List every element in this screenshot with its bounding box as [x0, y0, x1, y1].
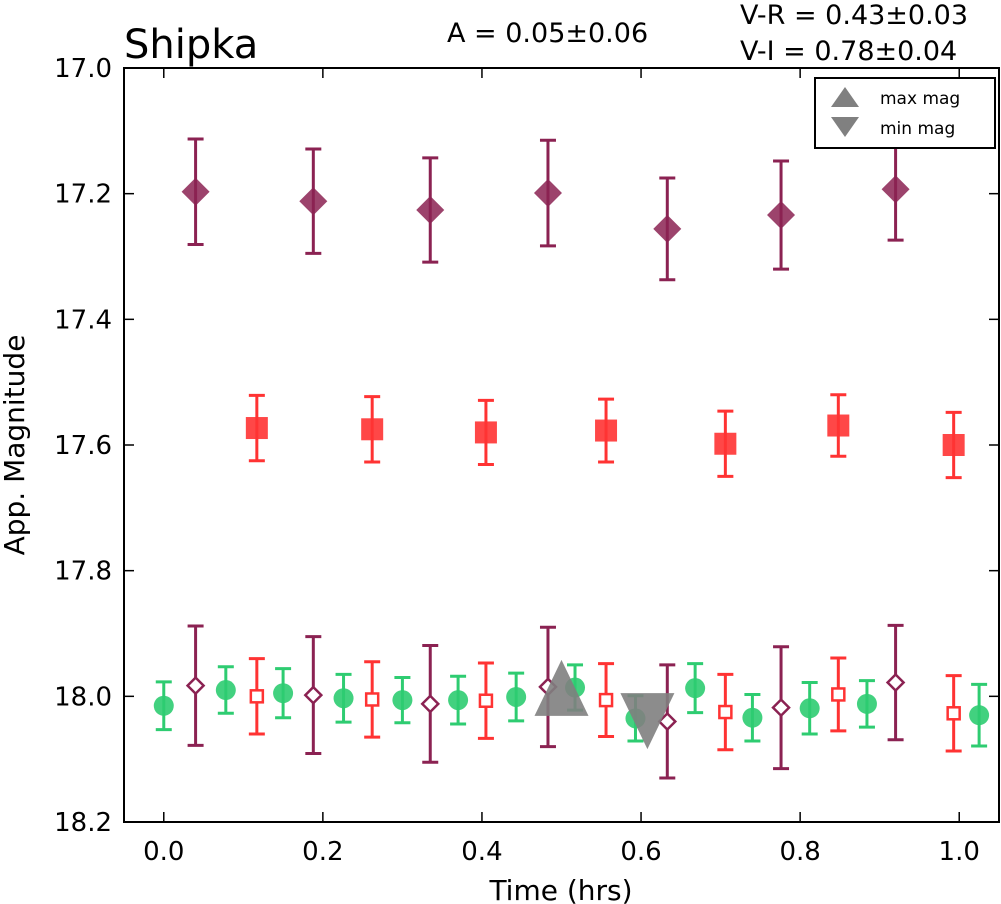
circle-marker [506, 686, 527, 707]
diamond-marker [299, 187, 328, 216]
diamond-marker [767, 201, 796, 230]
square-marker [714, 432, 737, 455]
circle-marker [153, 695, 174, 716]
square-marker [595, 419, 618, 442]
diamond-marker [416, 196, 445, 225]
min-mag-marker [620, 693, 675, 750]
diamond-marker [533, 179, 562, 208]
open-diamond-marker [771, 697, 791, 718]
circle-marker [742, 707, 763, 728]
circle-marker [392, 690, 413, 711]
circle-marker [273, 683, 294, 704]
open-square-marker [364, 692, 380, 707]
circle-marker [856, 693, 877, 714]
x-tick-label: 0.4 [461, 837, 502, 867]
v-r-annotation: V-R = 0.43±0.03 [740, 0, 968, 31]
circle-marker [215, 680, 236, 701]
open-square-marker [249, 689, 265, 704]
legend-min-mag-label: min mag [880, 119, 955, 139]
circle-marker [969, 705, 990, 726]
square-marker [827, 414, 850, 437]
plot-frame [123, 67, 1000, 823]
data-series [153, 662, 990, 748]
square-marker [474, 421, 497, 444]
diamond-marker [653, 214, 682, 243]
open-diamond-marker [303, 685, 324, 705]
x-tick-label: 0.8 [779, 837, 820, 867]
diamond-marker [181, 177, 210, 206]
open-diamond-marker [185, 675, 206, 696]
open-square-marker [598, 692, 614, 708]
open-diamond-marker [420, 694, 441, 714]
plot-marks [153, 136, 990, 780]
y-axis-label: App. Magnitude [0, 335, 31, 556]
x-tick-label: 0.2 [302, 837, 343, 867]
y-tick-label: 18.2 [54, 808, 112, 838]
open-square-marker [831, 687, 846, 702]
chart-title: Shipka [124, 22, 258, 68]
open-square-marker [478, 693, 494, 708]
x-tick-label: 1.0 [939, 837, 980, 867]
y-tick-label: 17.2 [54, 180, 112, 210]
data-series [185, 623, 906, 780]
open-square-marker [946, 706, 961, 721]
open-diamond-marker [885, 672, 906, 693]
square-marker [361, 418, 384, 441]
open-square-marker [718, 704, 733, 720]
legend-max-mag-label: max mag [880, 89, 960, 109]
circle-marker [333, 688, 354, 709]
y-tick-label: 17.0 [54, 54, 112, 84]
y-tick-label: 18.0 [54, 682, 112, 712]
diamond-marker [881, 175, 910, 204]
circle-marker [685, 678, 706, 699]
legend-min-mag-marker [831, 117, 859, 137]
square-marker [245, 417, 268, 440]
data-series [181, 136, 910, 282]
y-tick-label: 17.4 [54, 305, 112, 335]
y-tick-label: 17.8 [54, 557, 112, 587]
y-tick-label: 17.6 [54, 431, 112, 461]
amplitude-annotation: A = 0.05±0.06 [447, 18, 648, 49]
data-series [248, 656, 962, 753]
legend: max mag min mag [814, 77, 996, 149]
x-tick-label: 0.6 [620, 837, 661, 867]
v-i-annotation: V-I = 0.78±0.04 [740, 36, 957, 67]
circle-marker [448, 690, 469, 711]
x-axis-label: Time (hrs) [488, 874, 632, 904]
data-series [245, 393, 965, 480]
axis-ticks: 0.0 0.2 0.4 0.6 0.8 1.0 17.0 17.2 17.4 17.6 17.8 18… [54, 54, 999, 867]
max-mag-marker [534, 659, 589, 716]
x-tick-label: 0.0 [143, 837, 184, 867]
square-marker [942, 434, 965, 456]
legend-max-mag-marker [831, 87, 859, 107]
circle-marker [799, 698, 820, 719]
